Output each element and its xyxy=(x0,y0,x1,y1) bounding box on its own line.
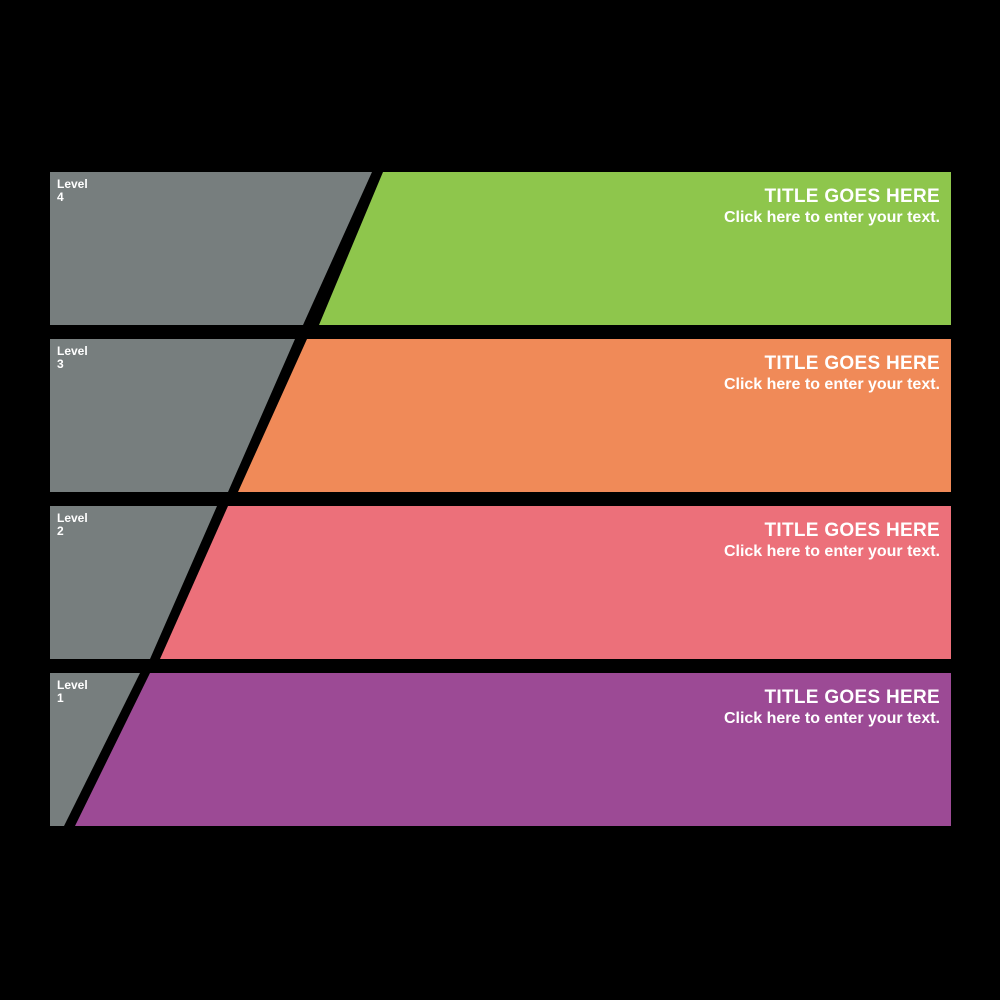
level-3-text-block: TITLE GOES HERE Click here to enter your… xyxy=(724,353,940,394)
band-title[interactable]: TITLE GOES HERE xyxy=(764,520,940,541)
band-subtitle[interactable]: Click here to enter your text. xyxy=(723,209,940,226)
band-subtitle[interactable]: Click here to enter your text. xyxy=(723,543,940,560)
band-subtitle[interactable]: Click here to enter your text. xyxy=(723,710,940,727)
band-title[interactable]: TITLE GOES HERE xyxy=(764,687,940,708)
band-title[interactable]: TITLE GOES HERE xyxy=(764,186,940,207)
level-3-label: Level 3 xyxy=(57,345,88,371)
level-4-label: Level 4 xyxy=(57,178,88,204)
band-title[interactable]: TITLE GOES HERE xyxy=(764,353,940,374)
level-2-text-block: TITLE GOES HERE Click here to enter your… xyxy=(724,520,940,561)
level-4-band: Level 4 TITLE GOES HERE Click here to en… xyxy=(50,172,951,325)
level-word: Level xyxy=(57,344,88,358)
level-1-label: Level 1 xyxy=(57,679,88,705)
level-1-text-block: TITLE GOES HERE Click here to enter your… xyxy=(724,687,940,728)
level-2-band: Level 2 TITLE GOES HERE Click here to en… xyxy=(50,506,951,659)
level-word: Level xyxy=(57,177,88,191)
level-1-band: Level 1 TITLE GOES HERE Click here to en… xyxy=(50,673,951,826)
level-number: 4 xyxy=(57,190,64,204)
level-2-content-shape[interactable]: TITLE GOES HERE Click here to enter your… xyxy=(160,506,951,659)
level-3-content-shape[interactable]: TITLE GOES HERE Click here to enter your… xyxy=(238,339,951,492)
level-number: 1 xyxy=(57,691,64,705)
level-word: Level xyxy=(57,511,88,525)
level-number: 2 xyxy=(57,524,64,538)
band-subtitle[interactable]: Click here to enter your text. xyxy=(723,376,940,393)
level-1-content-shape[interactable]: TITLE GOES HERE Click here to enter your… xyxy=(75,673,951,826)
level-number: 3 xyxy=(57,357,64,371)
level-2-label: Level 2 xyxy=(57,512,88,538)
level-3-band: Level 3 TITLE GOES HERE Click here to en… xyxy=(50,339,951,492)
level-4-text-block: TITLE GOES HERE Click here to enter your… xyxy=(724,186,940,227)
level-4-content-shape[interactable]: TITLE GOES HERE Click here to enter your… xyxy=(319,172,951,325)
level-word: Level xyxy=(57,678,88,692)
